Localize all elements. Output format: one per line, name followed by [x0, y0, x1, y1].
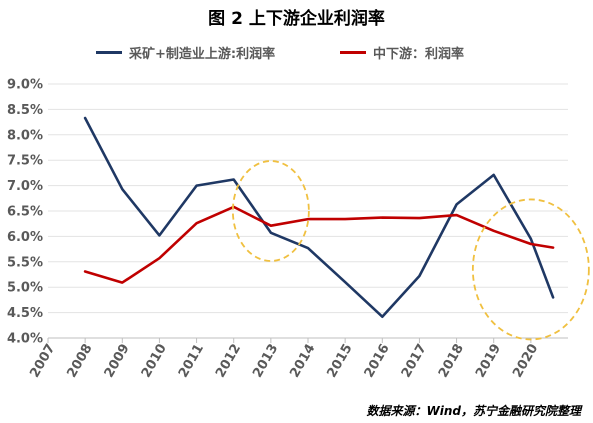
legend-label-downstream: 中下游：利润率: [373, 47, 465, 62]
x-tick-label: 2010: [139, 342, 170, 381]
x-tick-label: 2018: [436, 342, 467, 381]
chart-title: 图 2 上下游企业利润率: [208, 9, 385, 29]
y-tick-label: 6.5%: [7, 205, 43, 220]
x-tick-label: 2009: [102, 342, 133, 381]
x-tick-label: 2014: [287, 342, 318, 381]
y-tick-label: 9.0%: [7, 78, 43, 93]
legend-label-upstream: 采矿+制造业上游:利润率: [129, 47, 276, 62]
y-tick-label: 4.0%: [7, 332, 43, 347]
legend: 采矿+制造业上游:利润率 中下游：利润率: [0, 43, 593, 63]
x-tick-label: 2008: [65, 342, 96, 381]
y-tick-label: 8.0%: [7, 128, 43, 143]
x-tick-label: 2013: [250, 342, 281, 381]
y-tick-label: 5.0%: [7, 281, 43, 296]
x-tick-label: 2007: [27, 342, 58, 381]
y-tick-label: 7.0%: [7, 179, 43, 194]
legend-swatch-upstream: [96, 51, 122, 54]
x-tick-label: 2019: [473, 342, 504, 381]
series-line-downstream: [83, 205, 555, 284]
y-tick-label: 5.5%: [7, 255, 43, 270]
source-note: 数据来源：Wind，苏宁金融研究院整理: [366, 404, 581, 418]
legend-item-downstream: 中下游：利润率: [340, 43, 464, 62]
y-tick-label: 7.5%: [7, 154, 43, 169]
x-tick-label: 2016: [362, 342, 393, 381]
x-tick-label: 2015: [325, 342, 356, 381]
x-tick-label: 2020: [510, 342, 541, 381]
y-tick-label: 8.5%: [7, 103, 43, 118]
legend-item-upstream: 采矿+制造业上游:利润率: [96, 43, 275, 62]
y-tick-label: 4.5%: [7, 306, 43, 321]
x-tick-label: 2011: [176, 342, 207, 381]
series-line-upstream: [83, 116, 555, 319]
x-tick-label: 2017: [399, 342, 430, 381]
x-tick-label: 2012: [213, 342, 244, 381]
highlight-ellipse: [471, 198, 590, 341]
highlight-ellipse: [231, 160, 310, 262]
legend-swatch-downstream: [340, 51, 366, 54]
y-tick-label: 6.0%: [7, 230, 43, 245]
